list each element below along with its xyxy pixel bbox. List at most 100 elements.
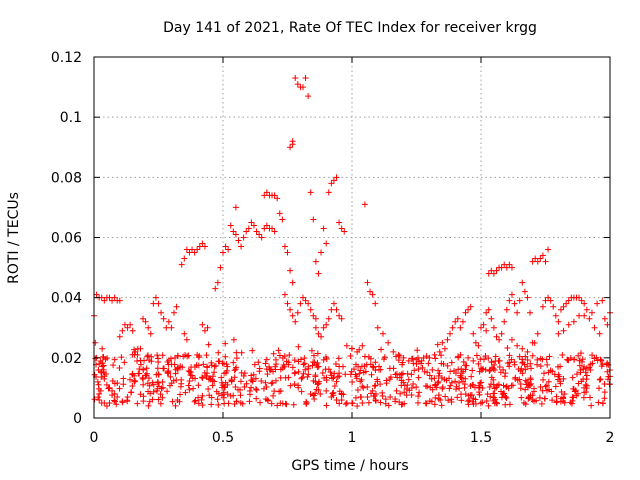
- data-point: [312, 324, 319, 331]
- data-point: [100, 366, 107, 373]
- data-point: [370, 364, 377, 371]
- data-point: [279, 216, 286, 223]
- data-point: [502, 370, 509, 377]
- data-point: [211, 369, 218, 376]
- data-point: [333, 306, 340, 313]
- data-point: [320, 225, 327, 232]
- data-point: [480, 321, 487, 328]
- data-point: [365, 399, 372, 406]
- data-point: [333, 174, 340, 181]
- data-point: [506, 363, 513, 370]
- data-point: [335, 355, 342, 362]
- data-point: [490, 376, 497, 383]
- data-point: [267, 366, 274, 373]
- data-point: [155, 300, 162, 307]
- data-point: [218, 379, 225, 386]
- data-point: [298, 375, 305, 382]
- data-point: [295, 343, 302, 350]
- data-point: [220, 360, 227, 367]
- data-point: [164, 370, 171, 377]
- data-point: [506, 352, 513, 359]
- data-point: [135, 370, 142, 377]
- data-point: [524, 363, 531, 370]
- data-point: [572, 387, 579, 394]
- data-point: [558, 389, 565, 396]
- data-point: [454, 315, 461, 322]
- data-point: [323, 240, 330, 247]
- data-point: [310, 312, 317, 319]
- data-point: [563, 300, 570, 307]
- data-point: [518, 394, 525, 401]
- data-point: [192, 375, 199, 382]
- data-point: [208, 359, 215, 366]
- data-point: [323, 321, 330, 328]
- data-point: [116, 333, 123, 340]
- data-point: [204, 370, 211, 377]
- data-point: [249, 347, 256, 354]
- data-point: [215, 401, 222, 408]
- data-point: [410, 380, 417, 387]
- data-point: [301, 355, 308, 362]
- data-point: [303, 398, 310, 405]
- data-point: [519, 359, 526, 366]
- data-point: [205, 376, 212, 383]
- data-point: [111, 390, 118, 397]
- data-point: [272, 356, 279, 363]
- data-point: [159, 384, 166, 391]
- data-point: [445, 397, 452, 404]
- data-point: [503, 306, 510, 313]
- data-point: [352, 371, 359, 378]
- data-point: [543, 356, 550, 363]
- data-point: [231, 374, 238, 381]
- data-point: [359, 383, 366, 390]
- data-point: [454, 394, 461, 401]
- y-tick-label: 0.1: [60, 110, 82, 126]
- data-point: [436, 370, 443, 377]
- data-point: [524, 294, 531, 301]
- data-point: [560, 303, 567, 310]
- data-point: [368, 390, 375, 397]
- data-point: [118, 354, 125, 361]
- data-point: [281, 353, 288, 360]
- data-point: [415, 399, 422, 406]
- data-point: [204, 364, 211, 371]
- data-point: [253, 395, 260, 402]
- data-point: [488, 315, 495, 322]
- data-point: [519, 345, 526, 352]
- data-point: [529, 392, 536, 399]
- data-point: [432, 382, 439, 389]
- data-point: [200, 361, 207, 368]
- data-point: [291, 357, 298, 364]
- data-point: [272, 363, 279, 370]
- data-point: [178, 376, 185, 383]
- data-point: [110, 362, 117, 369]
- data-point: [277, 374, 284, 381]
- data-point: [257, 399, 264, 406]
- data-point: [281, 291, 288, 298]
- data-point: [252, 375, 259, 382]
- data-point: [140, 398, 147, 405]
- data-point: [486, 368, 493, 375]
- data-point: [184, 353, 191, 360]
- data-point: [475, 389, 482, 396]
- data-point: [447, 382, 454, 389]
- data-point: [401, 389, 408, 396]
- data-point: [336, 312, 343, 319]
- data-point: [92, 355, 99, 362]
- data-point: [483, 398, 490, 405]
- data-point: [304, 373, 311, 380]
- data-point: [255, 359, 262, 366]
- data-point: [305, 371, 312, 378]
- data-point: [155, 371, 162, 378]
- data-point: [368, 371, 375, 378]
- x-tick-label: 1.5: [470, 430, 492, 446]
- data-point: [140, 366, 147, 373]
- data-point: [237, 386, 244, 393]
- data-point: [116, 297, 123, 304]
- data-point: [295, 368, 302, 375]
- data-point: [552, 383, 559, 390]
- data-point: [238, 349, 245, 356]
- data-point: [290, 401, 297, 408]
- data-point: [302, 75, 309, 82]
- data-point: [291, 381, 298, 388]
